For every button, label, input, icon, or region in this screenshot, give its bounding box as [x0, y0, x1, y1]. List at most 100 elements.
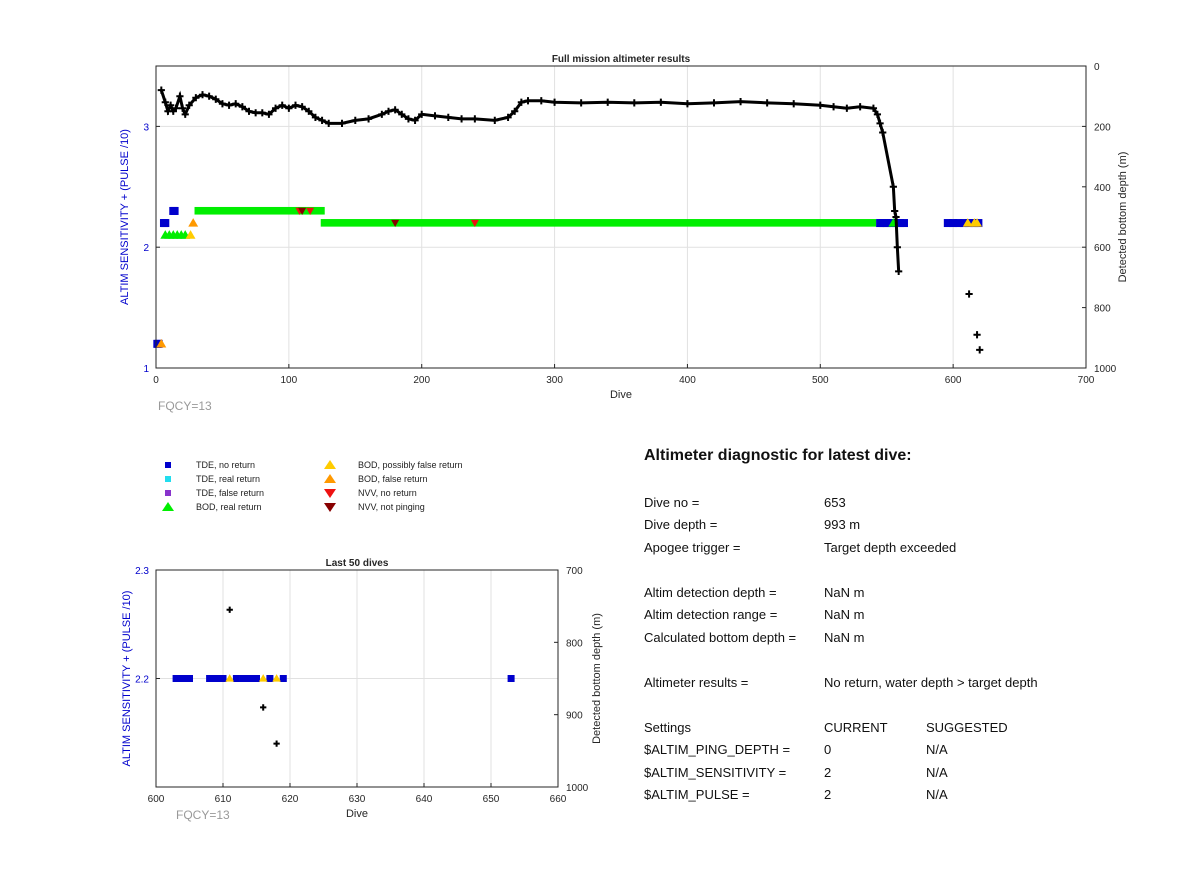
- depth-point: [338, 119, 346, 127]
- x-tick-label: 0: [153, 375, 159, 386]
- depth-point: [178, 104, 187, 112]
- depth-point: [710, 99, 718, 107]
- depth-point: [291, 101, 300, 109]
- depth-point: [630, 99, 638, 107]
- data-marker: [186, 675, 193, 682]
- y-right-tick-label: 1000: [1094, 364, 1117, 375]
- depth-point: [271, 104, 280, 112]
- depth-point: [252, 109, 260, 117]
- data-marker: [266, 675, 274, 682]
- depth-point: [273, 740, 280, 747]
- legend-square-marker: [165, 476, 171, 482]
- depth-point: [657, 98, 665, 106]
- depth-point: [157, 86, 165, 94]
- data-marker: [972, 218, 983, 227]
- depth-point: [444, 113, 452, 121]
- y-right-axis-label: Detected bottom depth (m): [591, 613, 603, 744]
- depth-point: [537, 97, 545, 105]
- data-marker: [172, 675, 180, 682]
- depth-point: [278, 101, 286, 109]
- y-left-tick-label: 1: [143, 364, 149, 375]
- depth-point: [351, 116, 359, 124]
- data-marker: [470, 219, 479, 228]
- altimeter-results-label: Altimeter results =: [644, 675, 749, 690]
- data-marker: [219, 675, 227, 682]
- depth-point: [893, 243, 901, 251]
- depth-point: [577, 99, 585, 107]
- depth-point: [285, 104, 293, 112]
- suggested-header: SUGGESTED: [926, 720, 1008, 735]
- x-tick-label: 600: [148, 794, 165, 805]
- data-marker: [156, 338, 167, 348]
- depth-point: [245, 107, 253, 115]
- depth-point: [736, 98, 745, 106]
- x-tick-label: 300: [546, 375, 563, 386]
- fqcy-annotation: FQCY=13: [176, 808, 230, 822]
- dive-depth-value: 993 m: [824, 517, 861, 532]
- y-left-tick-label: 2.2: [135, 675, 149, 686]
- data-marker: [298, 207, 307, 215]
- chart-title: Last 50 dives: [326, 558, 389, 569]
- depth-point: [892, 213, 900, 221]
- setting-name: $ALTIM_PULSE =: [644, 787, 750, 802]
- y-right-tick-label: 800: [566, 638, 583, 649]
- data-marker: [258, 674, 268, 682]
- legend-label: BOD, possibly false return: [358, 460, 463, 470]
- depth-point: [683, 100, 692, 108]
- y-left-tick-label: 2.3: [135, 566, 149, 577]
- depth-point: [218, 100, 227, 108]
- depth-point: [172, 104, 180, 112]
- data-marker: [239, 675, 247, 682]
- setting-current: 0: [824, 742, 832, 757]
- legend-label: TDE, no return: [196, 460, 256, 470]
- depth-point: [856, 103, 864, 111]
- calculated-depth-label: Calculated bottom depth =: [644, 630, 797, 645]
- chart-title: Full mission altimeter results: [552, 54, 691, 65]
- depth-point: [763, 99, 771, 107]
- depth-point: [226, 606, 233, 613]
- y-right-tick-label: 200: [1094, 122, 1111, 133]
- depth-point: [550, 98, 559, 106]
- x-tick-label: 500: [812, 375, 829, 386]
- setting-name: $ALTIM_SENSITIVITY =: [644, 765, 787, 780]
- data-marker: [246, 675, 254, 682]
- depth-point: [205, 92, 213, 100]
- y-right-tick-label: 0: [1094, 62, 1100, 73]
- depth-point: [973, 331, 981, 339]
- depth-point: [161, 98, 169, 106]
- depth-point: [829, 103, 838, 111]
- diagnostic-title: Altimeter diagnostic for latest dive:: [644, 447, 912, 464]
- legend-triangle-up-marker: [324, 474, 336, 483]
- data-marker: [391, 219, 400, 228]
- data-marker: [943, 219, 952, 228]
- data-marker: [962, 218, 973, 227]
- depth-point: [185, 101, 193, 109]
- legend-label: NVV, not pinging: [358, 502, 425, 512]
- depth-point: [431, 112, 439, 120]
- data-marker: [188, 218, 199, 227]
- apogee-label: Apogee trigger =: [644, 540, 741, 555]
- x-axis-label: Dive: [610, 389, 632, 401]
- depth-point: [790, 100, 798, 108]
- depth-point: [404, 115, 413, 123]
- depth-point: [471, 115, 479, 123]
- altimeter-results-value: No return, water depth > target depth: [824, 675, 1038, 690]
- setting-current: 2: [824, 765, 832, 780]
- legend-label: BOD, false return: [358, 474, 428, 484]
- y-right-axis-label: Detected bottom depth (m): [1117, 152, 1129, 283]
- depth-point: [298, 103, 306, 111]
- setting-suggested: N/A: [926, 765, 948, 780]
- data-marker: [232, 675, 240, 682]
- setting-suggested: N/A: [926, 742, 948, 757]
- depth-point: [891, 207, 899, 215]
- depth-point: [198, 91, 207, 99]
- legend-square-marker: [165, 490, 171, 496]
- x-tick-label: 630: [349, 794, 366, 805]
- depth-point: [212, 95, 220, 103]
- x-tick-label: 700: [1078, 375, 1095, 386]
- depth-point: [879, 128, 887, 137]
- current-header: CURRENT: [824, 720, 888, 735]
- data-marker: [507, 675, 515, 682]
- setting-name: $ALTIM_PING_DEPTH =: [644, 742, 791, 757]
- data-marker: [185, 230, 196, 239]
